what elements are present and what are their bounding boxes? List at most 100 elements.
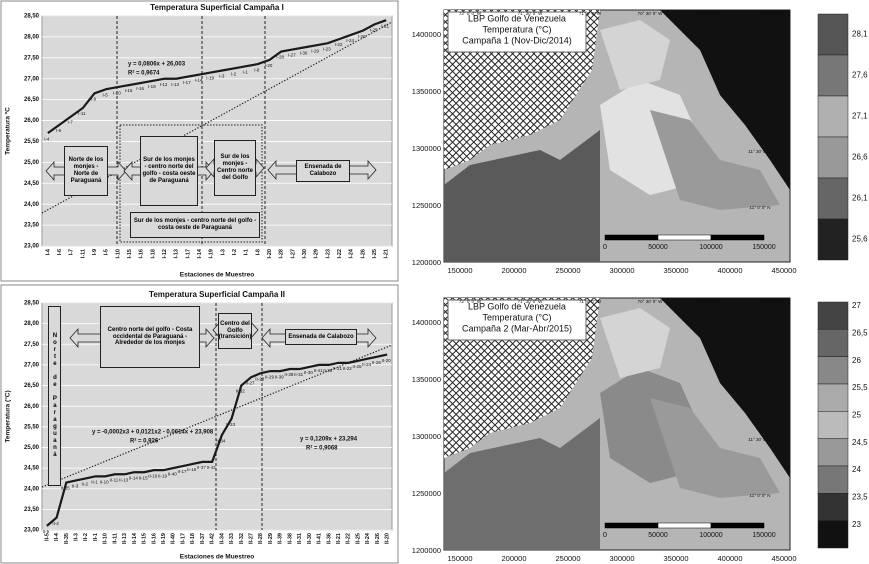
- x-tick-label: I-26: [360, 249, 366, 258]
- map-x-tick: 150000: [447, 266, 472, 275]
- point-label: I-20: [265, 63, 273, 68]
- point-label: II-5: [43, 529, 50, 534]
- scale-bar: [604, 522, 659, 529]
- y-tick-label: 23,00: [24, 244, 40, 250]
- map-lon-label: 71° 0' 0" W: [579, 11, 602, 16]
- colorbar-label: 23: [852, 520, 861, 529]
- x-tick-label: II-30: [307, 533, 313, 544]
- y-tick-label: 27,00: [24, 76, 40, 82]
- point-label: II-11: [110, 477, 119, 482]
- scale-label: 150000: [752, 244, 775, 251]
- map-x-tick: 250000: [555, 266, 580, 275]
- y-tick-label: 27,50: [24, 55, 40, 61]
- map-y-tick: 1350000: [412, 375, 441, 384]
- point-label: I-13: [171, 82, 179, 87]
- colorbar-label: 25: [852, 410, 861, 419]
- point-label: II-41: [314, 368, 324, 373]
- colorbar-label: 27,1: [852, 112, 868, 121]
- region-box: Sur de los monjes - Centro norte del Gol…: [214, 140, 256, 196]
- x-tick-label: II-13: [122, 533, 128, 544]
- map-lat-label: 11° 0' 0" N: [750, 493, 771, 498]
- scale-label: 100000: [699, 244, 722, 251]
- point-label: II-13: [119, 477, 129, 482]
- equation: R² = 0,9674: [128, 70, 160, 77]
- point-label: I-14: [195, 78, 203, 83]
- map-lon-label: 71° 30' 0" W: [518, 11, 544, 16]
- map-x-tick: 300000: [609, 266, 634, 275]
- colorbar-swatch: [817, 301, 849, 330]
- region-box: Norte de los monjes - Norte de Paraguaná: [64, 146, 108, 196]
- x-tick-label: I-25: [372, 249, 378, 258]
- point-label: I-19: [206, 76, 214, 81]
- scale-label: 0: [603, 244, 607, 251]
- point-label: I-8: [254, 67, 260, 72]
- region-box: Ensenada de Calabozo: [285, 329, 357, 345]
- y-tick-label: 24,50: [24, 181, 40, 187]
- x-tick-label: I-7: [69, 249, 75, 255]
- point-label: II-36: [323, 368, 333, 373]
- x-tick-label: II-35: [64, 533, 70, 544]
- data-line: [47, 19, 387, 134]
- x-tick-label: II-11: [112, 533, 118, 544]
- map-title: LBP Golfo de Venezuela: [468, 301, 566, 311]
- equation: R² = 0,926: [130, 438, 159, 445]
- map-lat-label: 12° 0' 0" N: [749, 93, 770, 98]
- map-y-tick: 1200000: [412, 546, 441, 555]
- point-label: II-4: [52, 521, 59, 526]
- point-label: I-1: [243, 69, 249, 74]
- point-label: II-34: [216, 438, 226, 443]
- y-axis-label: Temperatura (°C): [4, 390, 12, 442]
- y-tick-label: 23,50: [24, 507, 40, 513]
- region-box: Sur de los monjes - centro norte del gol…: [140, 136, 198, 206]
- map-y-tick: 1300000: [412, 144, 441, 153]
- x-tick-label: II-26: [375, 533, 381, 544]
- colorbar-label: 24,5: [852, 438, 868, 447]
- point-label: I-21: [381, 23, 389, 28]
- y-tick-label: 25,00: [24, 445, 40, 451]
- map-y-tick: 1300000: [412, 432, 441, 441]
- map-title: Campaña 1 (Nov-Dic/2014): [462, 35, 572, 45]
- point-label: II-31: [294, 372, 304, 377]
- point-label: I-9: [91, 97, 97, 102]
- map-x-tick: 450000: [771, 554, 796, 563]
- x-tick-label: I-15: [127, 249, 133, 258]
- point-label: I-29: [311, 48, 319, 53]
- equation: R² = 0,9068: [306, 445, 338, 452]
- colorbar-label: 25,5: [852, 383, 868, 392]
- point-label: I-16: [136, 86, 144, 91]
- x-tick-label: II-17: [180, 533, 186, 544]
- map-title-box: [447, 11, 587, 53]
- colorbar-swatch: [817, 465, 849, 494]
- colorbar-label: 27: [852, 301, 861, 310]
- point-label: I-28: [276, 55, 284, 60]
- y-tick-label: 27,00: [24, 362, 40, 368]
- colorbar-swatch: [817, 136, 849, 179]
- colorbar-swatch: [817, 356, 849, 385]
- point-label: II-42: [207, 465, 217, 470]
- point-label: II-30: [304, 370, 314, 375]
- map-x-tick: 250000: [555, 554, 580, 563]
- point-label: II-28: [255, 376, 265, 381]
- y-tick-label: 27,50: [24, 342, 40, 348]
- colorbar-label: 28,1: [852, 30, 868, 39]
- region-box: Sur de los monjes - centro norte del gol…: [130, 212, 260, 238]
- x-tick-label: I-28: [279, 249, 285, 258]
- point-label: II-24: [362, 362, 372, 367]
- point-label: II-19: [158, 473, 168, 478]
- x-tick-label: I-17: [185, 249, 191, 258]
- scale-label: 50000: [648, 532, 668, 539]
- y-tick-label: 28,50: [24, 301, 40, 307]
- x-tick-label: I-12: [162, 249, 168, 258]
- y-tick-label: 26,00: [24, 118, 40, 124]
- x-tick-label: II-41: [317, 533, 323, 544]
- point-label: II-14: [129, 475, 139, 480]
- x-tick-label: II-22: [346, 533, 352, 544]
- scale-bar: [710, 234, 765, 241]
- colorbar-swatch: [817, 411, 849, 439]
- colorbar-swatch: [817, 520, 849, 549]
- y-tick-label: 23,50: [24, 223, 40, 229]
- map-lon-label: 70° 0' 0" W: [699, 11, 722, 16]
- x-tick-label: I-8: [255, 249, 261, 255]
- x-tick-label: II-42: [210, 533, 216, 544]
- chart-title: Temperatura Superficial Campaña II: [149, 290, 285, 299]
